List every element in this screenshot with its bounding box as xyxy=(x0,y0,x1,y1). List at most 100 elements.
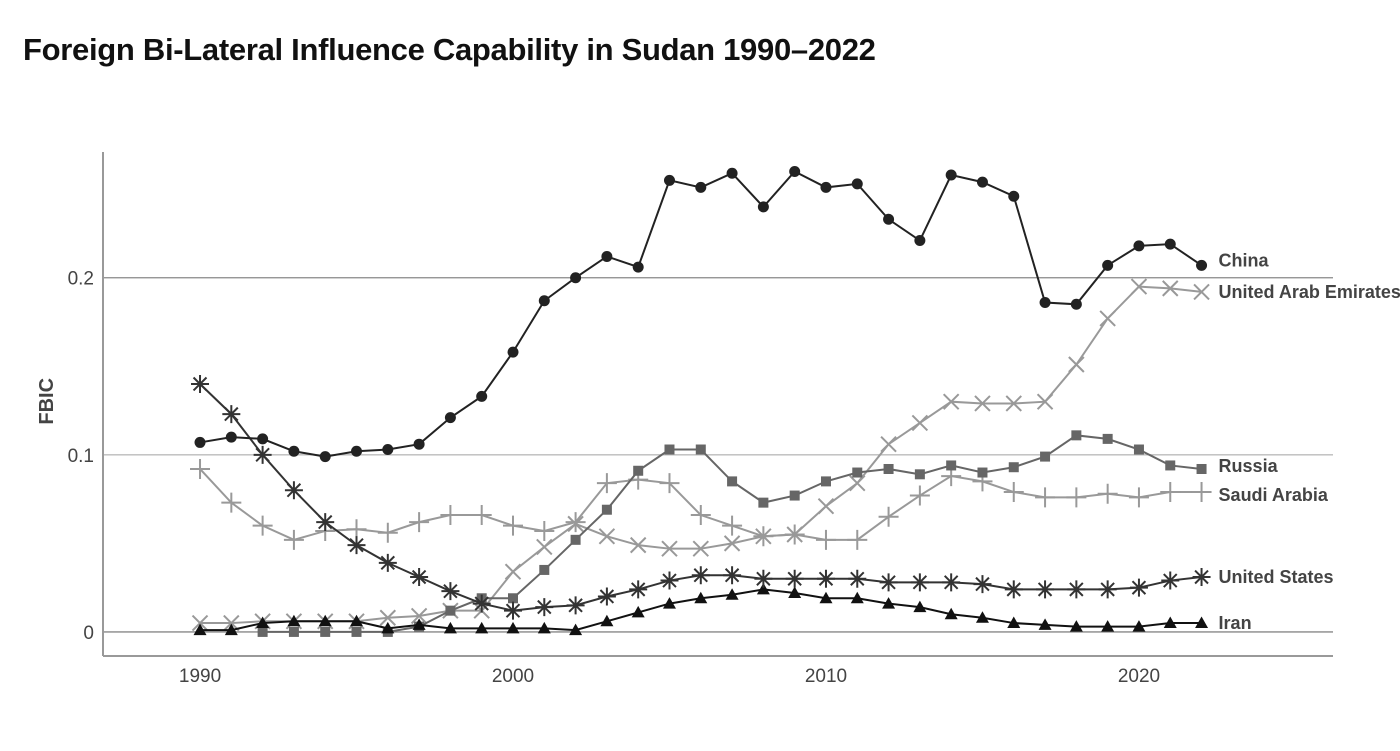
data-point xyxy=(410,568,429,587)
data-point xyxy=(1069,620,1083,632)
data-point xyxy=(973,575,992,594)
chart-title: Foreign Bi-Lateral Influence Capability … xyxy=(23,32,876,67)
data-point xyxy=(256,616,270,629)
data-point xyxy=(946,460,957,471)
data-point xyxy=(663,174,675,186)
data-point xyxy=(1133,444,1144,455)
data-point xyxy=(1008,462,1019,473)
data-point xyxy=(288,445,300,457)
data-point xyxy=(444,412,456,424)
data-point xyxy=(539,564,550,575)
data-point xyxy=(253,445,272,464)
data-point xyxy=(346,519,367,540)
data-point xyxy=(633,465,644,476)
data-point xyxy=(631,605,645,618)
data-point xyxy=(850,591,864,604)
data-point xyxy=(1161,571,1180,590)
series-united-states xyxy=(191,374,1211,620)
data-point xyxy=(1003,482,1024,503)
data-point xyxy=(1070,298,1082,310)
series-saudi-arabia xyxy=(190,458,1212,550)
data-point xyxy=(788,586,802,598)
data-point xyxy=(878,506,899,527)
data-point xyxy=(692,540,709,557)
data-point xyxy=(191,374,210,393)
data-point xyxy=(1099,310,1116,327)
data-point xyxy=(660,571,679,590)
data-point xyxy=(566,596,585,615)
data-point xyxy=(847,529,868,550)
data-point xyxy=(820,181,832,193)
data-point xyxy=(257,626,268,637)
data-point xyxy=(725,588,739,600)
data-point xyxy=(1163,616,1177,629)
data-point xyxy=(410,607,428,625)
data-point xyxy=(1008,190,1020,202)
data-point xyxy=(1102,259,1114,271)
x-tick-label: 1990 xyxy=(179,666,221,687)
data-point xyxy=(815,529,836,550)
data-point xyxy=(570,272,582,284)
data-point xyxy=(976,176,988,188)
legend-label: United States xyxy=(1219,567,1334,587)
data-point xyxy=(536,538,553,556)
data-point xyxy=(757,201,769,213)
data-point xyxy=(909,485,930,506)
data-point xyxy=(852,467,863,478)
data-point xyxy=(974,395,991,412)
data-point xyxy=(1130,278,1148,295)
data-point xyxy=(914,469,925,480)
data-point xyxy=(723,535,741,552)
data-point xyxy=(664,444,675,455)
data-point xyxy=(820,476,831,487)
data-point xyxy=(632,261,644,273)
data-point xyxy=(1097,483,1118,504)
data-point xyxy=(661,540,678,557)
data-point xyxy=(1192,568,1211,587)
data-point xyxy=(351,445,363,457)
data-point xyxy=(320,626,331,637)
legend-label: Saudi Arabia xyxy=(1219,485,1329,505)
data-point xyxy=(914,235,926,247)
data-point xyxy=(695,181,707,193)
data-point xyxy=(849,474,866,492)
x-tick-label: 2020 xyxy=(1118,666,1160,687)
data-point xyxy=(911,414,929,432)
data-point xyxy=(913,600,927,613)
data-point xyxy=(1036,393,1054,410)
data-point xyxy=(597,587,616,606)
data-point xyxy=(879,573,898,592)
axes xyxy=(102,152,1333,657)
data-point xyxy=(1133,240,1145,252)
data-point xyxy=(381,621,395,634)
data-point xyxy=(695,444,706,455)
data-point xyxy=(659,473,680,494)
data-point xyxy=(507,346,519,358)
data-point xyxy=(1132,620,1146,632)
y-axis-title: FBIC xyxy=(36,378,58,425)
series-group xyxy=(190,165,1212,637)
data-point xyxy=(537,621,551,634)
data-point xyxy=(1195,616,1209,629)
data-point xyxy=(596,473,617,494)
data-point xyxy=(1098,580,1117,599)
data-point xyxy=(851,178,863,190)
data-point xyxy=(977,467,988,478)
series-iran xyxy=(193,582,1209,636)
data-point xyxy=(316,513,335,532)
data-point xyxy=(819,591,833,604)
data-point xyxy=(1004,580,1023,599)
legend-label: China xyxy=(1219,250,1270,270)
data-point xyxy=(1035,487,1056,508)
data-point xyxy=(600,614,614,627)
data-point xyxy=(910,573,929,592)
data-point xyxy=(816,569,835,588)
series-china xyxy=(194,165,1208,463)
data-point xyxy=(1164,238,1176,250)
data-point xyxy=(1191,482,1212,503)
data-point xyxy=(570,534,581,545)
y-tick-label: 0.2 xyxy=(68,269,94,290)
data-point xyxy=(727,476,738,487)
data-point xyxy=(598,528,616,545)
